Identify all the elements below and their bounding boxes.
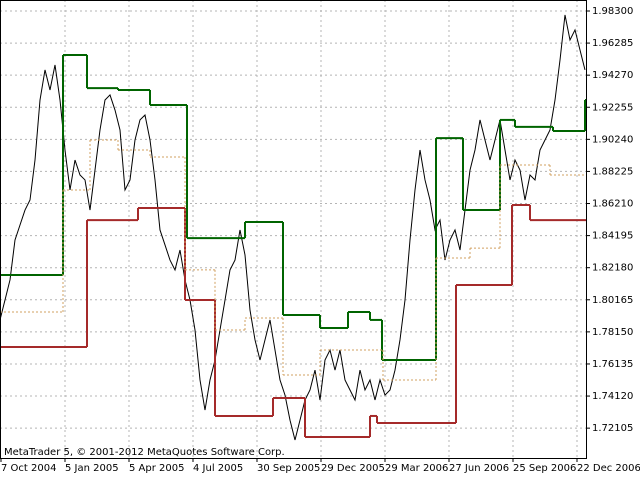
- axes: 1.98300 1.96285 1.94270 1.92255 1.90240 1.882…: [0, 6, 640, 474]
- y-tick-label: 1.80165: [592, 295, 633, 306]
- x-tick-label: 30 Sep 2005: [257, 463, 320, 474]
- y-tick-label: 1.94270: [592, 70, 633, 81]
- y-tick-label: 1.86210: [592, 199, 633, 210]
- footer: MetaTrader 5, © 2001-2012 MetaQuotes Sof…: [4, 447, 285, 458]
- grid: [0, 0, 587, 458]
- y-tick-label: 1.76135: [592, 359, 633, 370]
- x-tick-label: 29 Mar 2006: [385, 463, 448, 474]
- x-tick-label: 7 Oct 2004: [1, 463, 56, 474]
- y-tick-label: 1.98300: [592, 6, 633, 17]
- plot-frame: [0, 0, 587, 459]
- x-tick-label: 5 Jan 2005: [65, 463, 119, 474]
- y-tick-label: 1.78150: [592, 327, 633, 338]
- y-tick-label: 1.90240: [592, 134, 633, 145]
- y-tick-label: 1.84195: [592, 231, 633, 242]
- y-tick-label: 1.72105: [592, 423, 633, 434]
- plot: [0, 14, 587, 441]
- y-tick-label: 1.92255: [592, 102, 633, 113]
- x-tick-label: 29 Dec 2005: [321, 463, 385, 474]
- x-tick-label: 27 Jun 2006: [449, 463, 509, 474]
- x-tick-label: 22 Dec 2006: [577, 463, 640, 474]
- price-line: [0, 14, 586, 441]
- x-tick-label: 4 Jul 2005: [193, 463, 243, 474]
- y-tick-label: 1.96285: [592, 38, 633, 49]
- y-tick-label: 1.88225: [592, 166, 633, 177]
- x-tick-label: 25 Sep 2006: [513, 463, 576, 474]
- y-tick-label: 1.74120: [592, 391, 633, 402]
- x-tick-label: 5 Apr 2005: [129, 463, 184, 474]
- y-tick-label: 1.82180: [592, 263, 633, 274]
